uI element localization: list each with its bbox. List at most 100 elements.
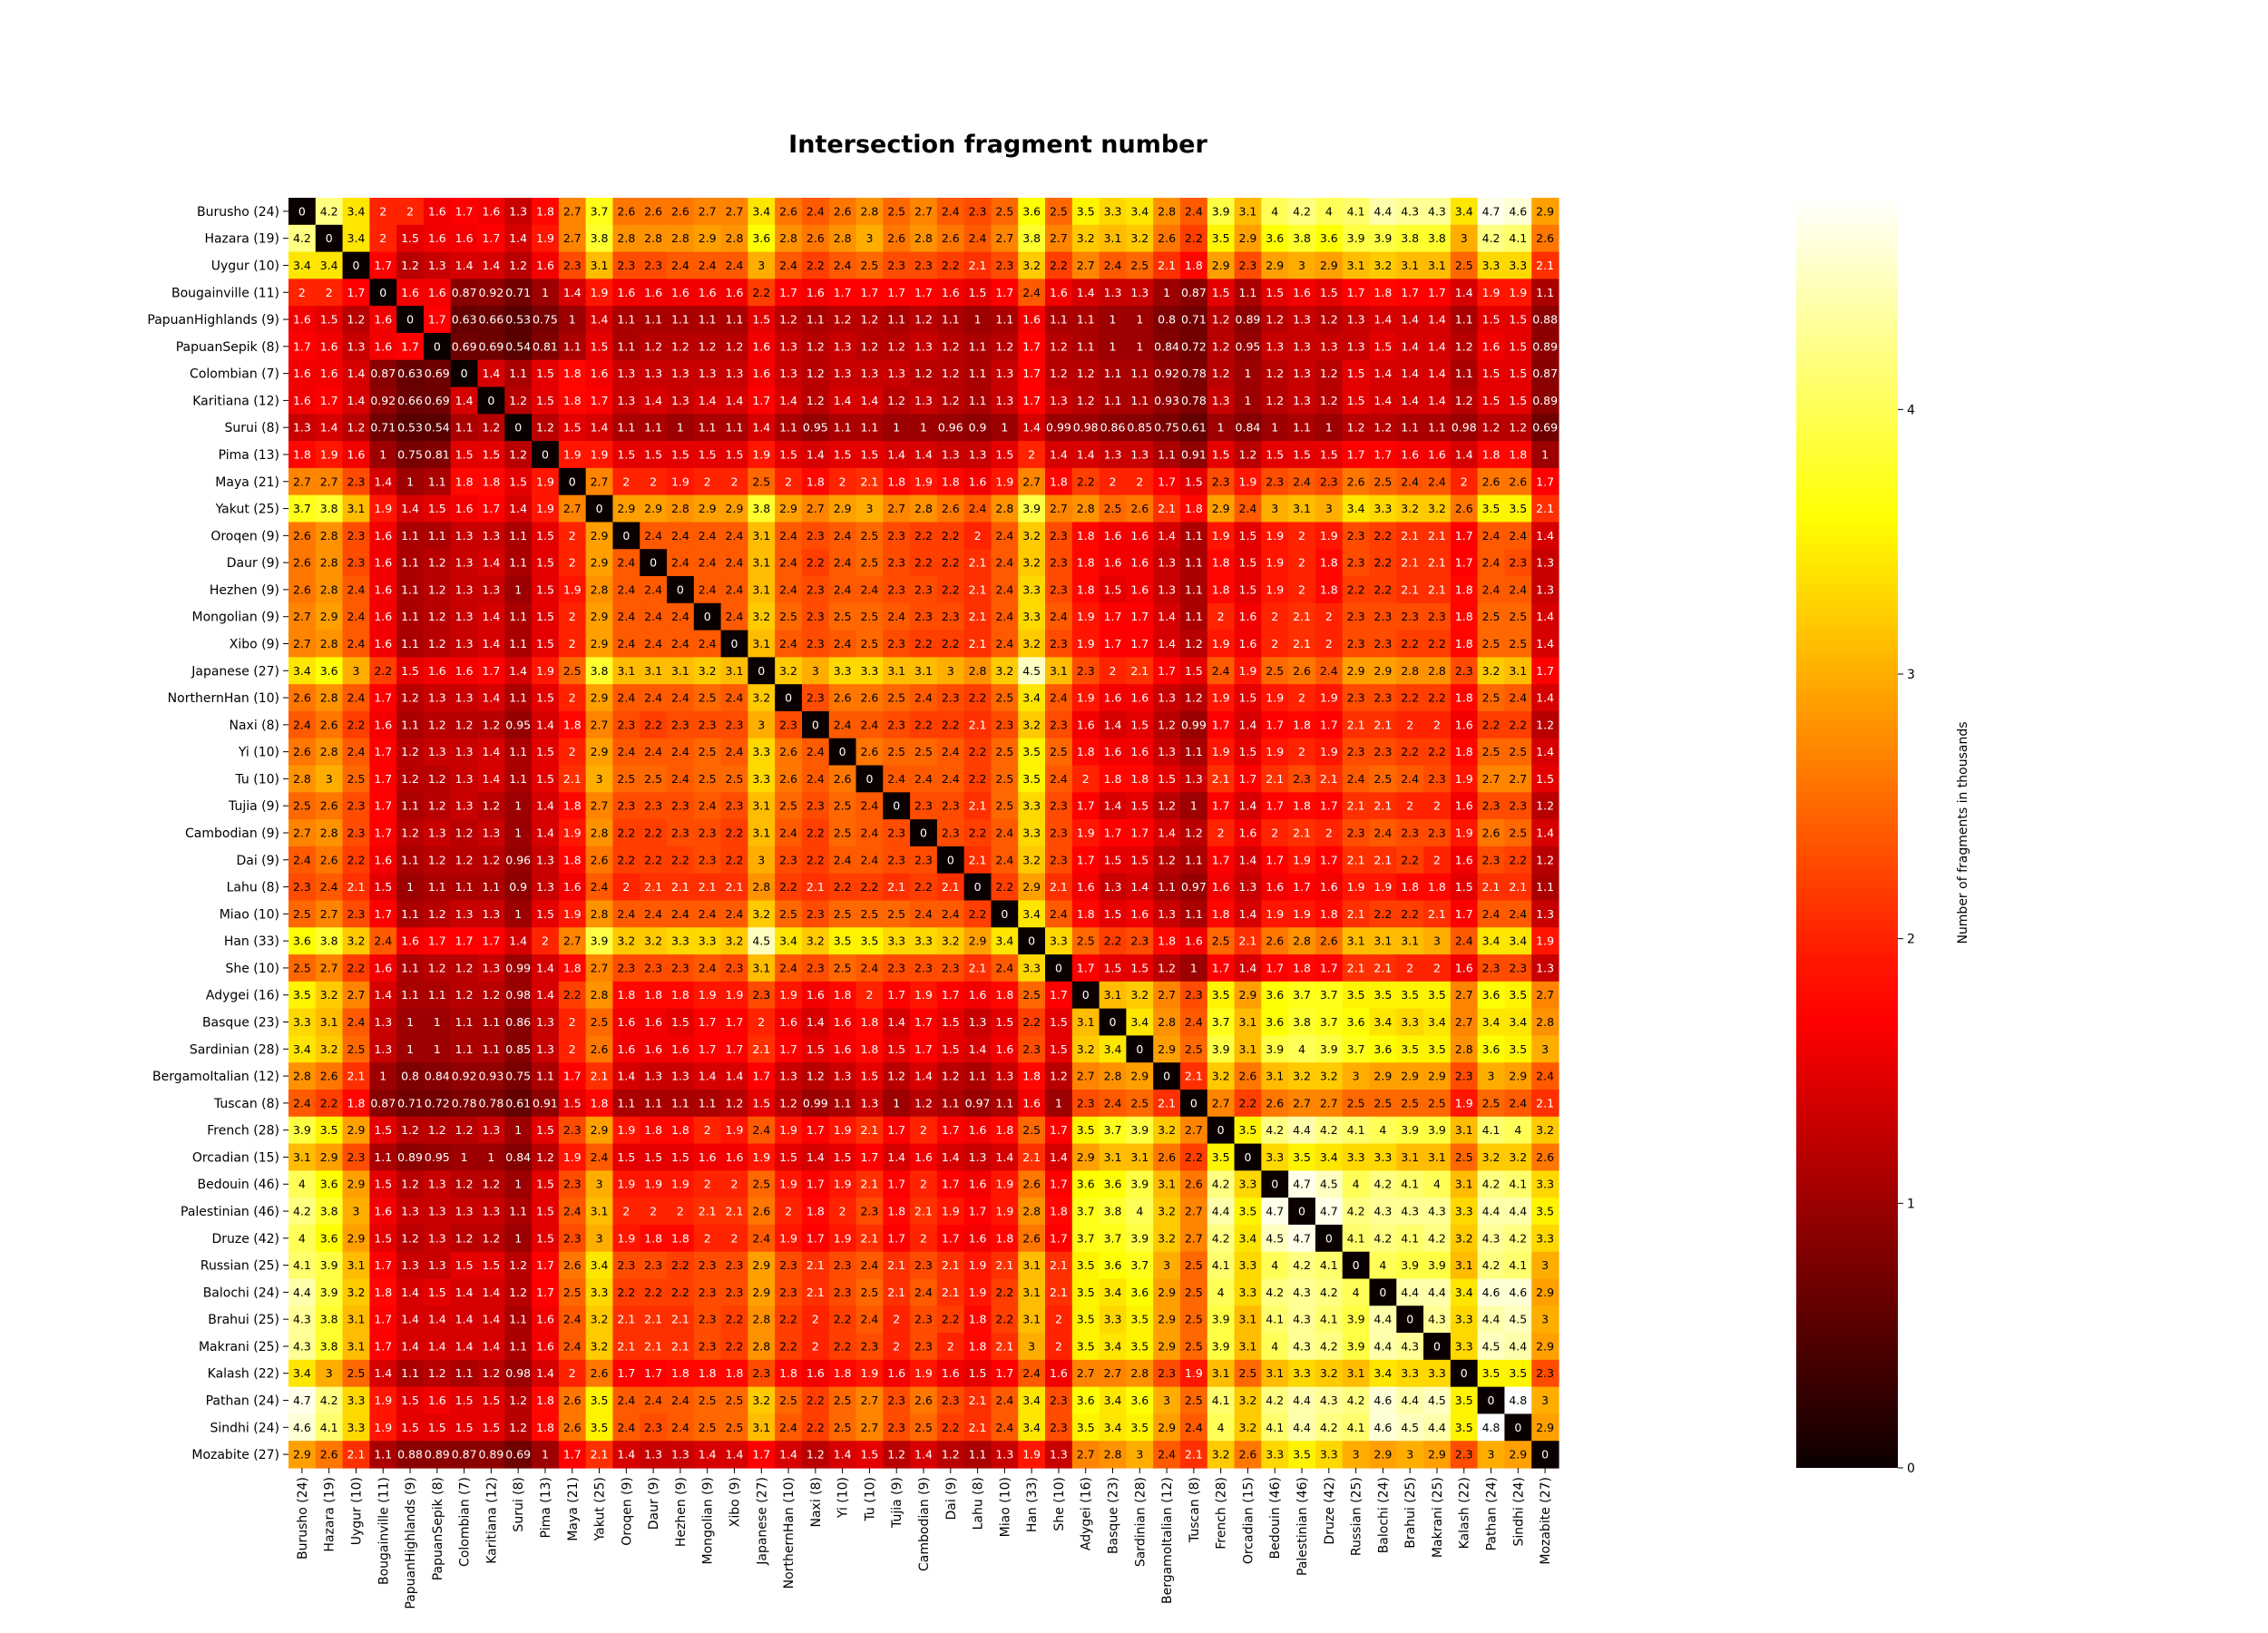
cell-value-label: 2.4 [347, 610, 366, 623]
cell-value-label: 0 [514, 421, 522, 435]
heatmap-cell [1234, 467, 1262, 496]
cell-value-label: 2.5 [860, 556, 878, 570]
cell-value-label: 2.4 [644, 582, 662, 596]
cell-value-label: 3.4 [293, 664, 311, 678]
cell-value-label: 1.2 [536, 1150, 554, 1164]
cell-value-label: 1.4 [1455, 447, 1473, 461]
cell-value-label: 1.2 [509, 394, 527, 407]
heatmap-cell [1531, 279, 1559, 307]
cell-value-label: 1.4 [401, 1313, 419, 1326]
heatmap-cell [1234, 441, 1262, 469]
cell-value-label: 2.5 [1374, 1096, 1392, 1110]
cell-value-label: 1.2 [1212, 367, 1230, 380]
cell-value-label: 2.4 [752, 1231, 770, 1245]
cell-value-label: 1.7 [1050, 988, 1068, 1002]
cell-value-label: 1.5 [644, 1150, 662, 1164]
cell-value-label: 2.3 [1455, 1448, 1473, 1462]
cell-value-label: 2.3 [1050, 1421, 1068, 1434]
cell-value-label: 2.9 [1212, 502, 1230, 515]
cell-value-label: 2.3 [644, 1258, 662, 1272]
heatmap-cell [1342, 467, 1371, 496]
cell-value-label: 2.4 [644, 691, 662, 705]
cell-value-label: 2.4 [807, 204, 825, 218]
cell-value-label: 3 [947, 664, 954, 678]
heatmap-cell [720, 467, 748, 496]
heatmap-cell [1071, 359, 1100, 388]
cell-value-label: 1.7 [1239, 772, 1257, 786]
cell-value-label: 1.1 [509, 1205, 527, 1218]
heatmap-cell [1450, 224, 1479, 253]
cell-value-label: 2.5 [995, 204, 1013, 218]
cell-value-label: 4 [1379, 1258, 1386, 1272]
heatmap-cell [1153, 332, 1181, 361]
heatmap-cell [423, 279, 452, 307]
cell-value-label: 1.4 [401, 1286, 419, 1299]
cell-value-label: 1.6 [1022, 1096, 1041, 1110]
cell-value-label: 1.3 [942, 447, 960, 461]
cell-value-label: 3.3 [1266, 1150, 1284, 1164]
cell-value-label: 2 [298, 286, 306, 299]
cell-value-label: 1.7 [1401, 286, 1419, 299]
cell-value-label: 1.1 [401, 907, 419, 921]
cell-value-label: 3.2 [1022, 259, 1041, 272]
heatmap-cell [1396, 332, 1424, 361]
cell-value-label: 2.4 [293, 1096, 311, 1110]
cell-value-label: 1.4 [995, 1150, 1013, 1164]
heatmap-cell [1071, 494, 1100, 523]
cell-value-label: 3.9 [591, 934, 609, 948]
colorbar-tick-label: 0 [1907, 1462, 1915, 1476]
cell-value-label: 3.6 [1077, 1393, 1095, 1407]
cell-value-label: 2.4 [644, 637, 662, 650]
cell-value-label: 2.3 [644, 799, 662, 813]
cell-value-label: 2.7 [1158, 988, 1176, 1002]
heatmap-cell [1342, 522, 1371, 550]
cell-value-label: 0.66 [397, 394, 423, 407]
cell-value-label: 2.5 [699, 745, 717, 758]
cell-value-label: 1.7 [752, 394, 770, 407]
cell-value-label: 4.5 [1022, 664, 1041, 678]
cell-value-label: 2.7 [807, 502, 825, 515]
cell-value-label: 2.2 [347, 961, 366, 974]
cell-value-label: 2.1 [995, 1339, 1013, 1353]
cell-value-label: 2.6 [320, 718, 338, 731]
cell-value-label: 3.9 [1212, 1042, 1230, 1056]
cell-value-label: 0.92 [452, 1070, 477, 1083]
cell-value-label: 3.1 [1239, 1042, 1257, 1056]
cell-value-label: 1.1 [1536, 286, 1554, 299]
cell-value-label: 2.2 [671, 1258, 689, 1272]
cell-value-label: 1.9 [617, 1178, 635, 1191]
cell-value-label: 0.87 [1532, 367, 1558, 380]
cell-value-label: 3.3 [591, 1286, 609, 1299]
cell-value-label: 3 [1136, 1448, 1143, 1462]
heatmap-cell [1018, 332, 1046, 361]
heatmap-cell [1288, 522, 1316, 550]
cell-value-label: 0.81 [533, 339, 558, 353]
cell-value-label: 3.5 [1212, 1150, 1230, 1164]
cell-value-label: 4.4 [1293, 1421, 1311, 1434]
cell-value-label: 1.5 [617, 1150, 635, 1164]
heatmap-cell [1504, 251, 1532, 279]
cell-value-label: 4.2 [1482, 1178, 1501, 1191]
cell-value-label: 3.1 [1401, 259, 1419, 272]
cell-value-label: 3.4 [1428, 1015, 1446, 1029]
heatmap-cell [1396, 441, 1424, 469]
cell-value-label: 4.4 [1374, 1339, 1392, 1353]
cell-value-label: 1.1 [969, 367, 987, 380]
cell-value-label: 1.7 [563, 1070, 582, 1083]
heatmap-cell [1423, 414, 1452, 442]
cell-value-label: 2.4 [563, 1339, 582, 1353]
cell-value-label: 4.2 [1347, 1205, 1365, 1218]
cell-value-label: 1.4 [1158, 637, 1176, 650]
cell-value-label: 1.9 [1077, 637, 1095, 650]
x-tick-label: Maya (21) [566, 1477, 581, 1541]
cell-value-label: 2 [569, 1042, 576, 1056]
cell-value-label: 1.1 [726, 313, 744, 327]
cell-value-label: 1.4 [509, 664, 527, 678]
cell-value-label: 1.7 [374, 772, 392, 786]
cell-value-label: 1.3 [995, 394, 1013, 407]
cell-value-label: 2.8 [1401, 664, 1419, 678]
cell-value-label: 2.5 [347, 772, 366, 786]
cell-value-label: 2.3 [699, 1313, 717, 1326]
heatmap-cell [883, 359, 911, 388]
cell-value-label: 2 [758, 1015, 765, 1029]
